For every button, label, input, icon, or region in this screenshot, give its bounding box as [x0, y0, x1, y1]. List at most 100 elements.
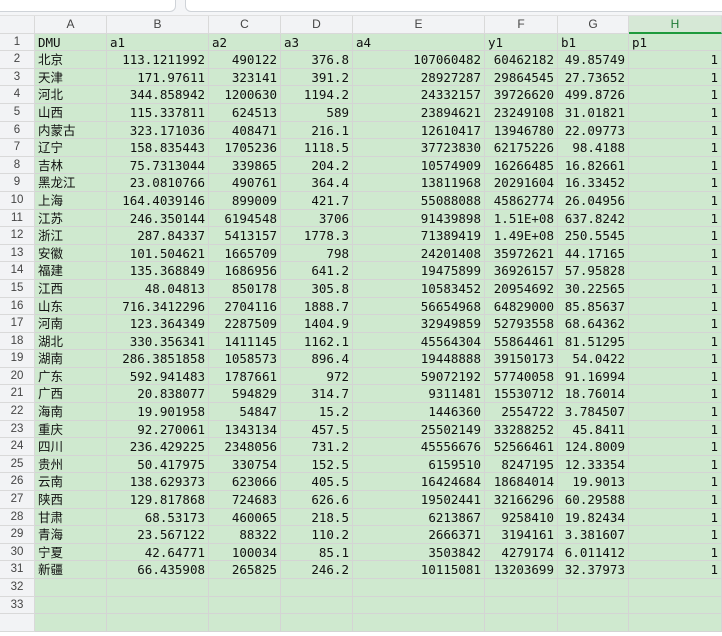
data-cell[interactable]: 广西	[35, 385, 107, 404]
data-cell[interactable]: 1404.9	[281, 315, 353, 333]
data-cell[interactable]: 1	[629, 403, 722, 421]
data-cell[interactable]: 49.85749	[558, 51, 629, 69]
row-number[interactable]: 24	[0, 438, 35, 456]
column-header-f[interactable]: F	[485, 16, 558, 34]
row-number[interactable]: 13	[0, 244, 35, 263]
data-cell[interactable]: 江苏	[35, 209, 107, 228]
data-cell[interactable]: 15530712	[485, 385, 558, 404]
data-cell[interactable]: 2704116	[209, 297, 281, 316]
row-number[interactable]: 17	[0, 315, 35, 333]
data-cell[interactable]: 1	[629, 244, 722, 263]
empty-cell[interactable]	[353, 614, 485, 632]
data-cell[interactable]: 3706	[281, 209, 353, 228]
data-cell[interactable]: 重庆	[35, 420, 107, 439]
data-cell[interactable]: 19.82434	[558, 508, 629, 527]
data-cell[interactable]: 339865	[209, 156, 281, 175]
data-cell[interactable]: 490122	[209, 51, 281, 69]
data-cell[interactable]: 6159510	[353, 455, 485, 474]
data-cell[interactable]: 92.270061	[107, 420, 209, 439]
data-cell[interactable]: 陕西	[35, 491, 107, 509]
empty-cell[interactable]	[209, 614, 281, 632]
data-cell[interactable]: 27.73652	[558, 68, 629, 87]
data-cell[interactable]: 54847	[209, 403, 281, 421]
empty-cell[interactable]	[107, 579, 209, 597]
column-header-e[interactable]: E	[353, 16, 485, 34]
data-cell[interactable]: 1446360	[353, 403, 485, 421]
data-cell[interactable]: 北京	[35, 51, 107, 69]
row-number[interactable]: 21	[0, 385, 35, 404]
data-cell[interactable]: 12610417	[353, 121, 485, 140]
data-cell[interactable]: 3194161	[485, 526, 558, 544]
row-number[interactable]: 27	[0, 491, 35, 509]
empty-cell[interactable]	[35, 614, 107, 632]
data-cell[interactable]: 16266485	[485, 156, 558, 175]
data-cell[interactable]: 218.5	[281, 508, 353, 527]
row-number[interactable]: 31	[0, 561, 35, 579]
select-all-corner[interactable]	[0, 16, 35, 34]
data-cell[interactable]: 辽宁	[35, 139, 107, 157]
data-cell[interactable]: 972	[281, 367, 353, 386]
data-cell[interactable]: 48.04813	[107, 279, 209, 298]
data-cell[interactable]: 23249108	[485, 103, 558, 122]
data-cell[interactable]: 1888.7	[281, 297, 353, 316]
row-number[interactable]: 22	[0, 403, 35, 421]
data-cell[interactable]: 24201408	[353, 244, 485, 263]
data-cell[interactable]: 19502441	[353, 491, 485, 509]
data-cell[interactable]: 236.429225	[107, 438, 209, 456]
data-cell[interactable]: 36926157	[485, 262, 558, 280]
data-cell[interactable]: 1	[629, 262, 722, 280]
header-cell-a4[interactable]: a4	[353, 33, 485, 52]
data-cell[interactable]: 286.3851858	[107, 350, 209, 368]
data-cell[interactable]: 16.33452	[558, 174, 629, 192]
data-cell[interactable]: 589	[281, 103, 353, 122]
data-cell[interactable]: 3503842	[353, 543, 485, 562]
data-cell[interactable]: 福建	[35, 262, 107, 280]
data-cell[interactable]: 1	[629, 332, 722, 351]
data-cell[interactable]: 731.2	[281, 438, 353, 456]
data-cell[interactable]: 6.011412	[558, 543, 629, 562]
data-cell[interactable]: 1	[629, 508, 722, 527]
data-cell[interactable]: 1.49E+08	[485, 227, 558, 245]
empty-cell[interactable]	[485, 596, 558, 615]
data-cell[interactable]: 32166296	[485, 491, 558, 509]
empty-cell[interactable]	[35, 596, 107, 615]
data-cell[interactable]: 上海	[35, 191, 107, 210]
data-cell[interactable]: 164.4039146	[107, 191, 209, 210]
data-cell[interactable]: 19448888	[353, 350, 485, 368]
data-cell[interactable]: 3.381607	[558, 526, 629, 544]
data-cell[interactable]: 13811968	[353, 174, 485, 192]
data-cell[interactable]: 32949859	[353, 315, 485, 333]
data-cell[interactable]: 724683	[209, 491, 281, 509]
data-cell[interactable]: 39726620	[485, 86, 558, 104]
row-number[interactable]: 32	[0, 579, 35, 597]
data-cell[interactable]: 30.22565	[558, 279, 629, 298]
data-cell[interactable]: 24332157	[353, 86, 485, 104]
column-header-h[interactable]: H	[629, 16, 722, 34]
data-cell[interactable]: 330754	[209, 455, 281, 474]
spreadsheet-grid[interactable]: A B C D E F G H 1 DMU a1 a2 a3 a4 y1 b1 p1 2 北京 113.1211992…	[0, 16, 722, 632]
data-cell[interactable]: 1	[629, 491, 722, 509]
data-cell[interactable]: 364.4	[281, 174, 353, 192]
data-cell[interactable]: 35972621	[485, 244, 558, 263]
data-cell[interactable]: 1.51E+08	[485, 209, 558, 228]
data-cell[interactable]: 98.4188	[558, 139, 629, 157]
data-cell[interactable]: 45564304	[353, 332, 485, 351]
data-cell[interactable]: 1162.1	[281, 332, 353, 351]
data-cell[interactable]: 376.8	[281, 51, 353, 69]
data-cell[interactable]: 68.53173	[107, 508, 209, 527]
data-cell[interactable]: 19475899	[353, 262, 485, 280]
data-cell[interactable]: 28927287	[353, 68, 485, 87]
row-number[interactable]: 26	[0, 473, 35, 492]
data-cell[interactable]: 1665709	[209, 244, 281, 263]
data-cell[interactable]: 246.350144	[107, 209, 209, 228]
data-cell[interactable]: 1	[629, 315, 722, 333]
data-cell[interactable]: 171.97611	[107, 68, 209, 87]
data-cell[interactable]: 3.784507	[558, 403, 629, 421]
data-cell[interactable]: 22.09773	[558, 121, 629, 140]
data-cell[interactable]: 新疆	[35, 561, 107, 579]
data-cell[interactable]: 四川	[35, 438, 107, 456]
row-number[interactable]: 9	[0, 174, 35, 192]
empty-cell[interactable]	[35, 579, 107, 597]
data-cell[interactable]: 101.504621	[107, 244, 209, 263]
header-cell-dmu[interactable]: DMU	[35, 33, 107, 52]
